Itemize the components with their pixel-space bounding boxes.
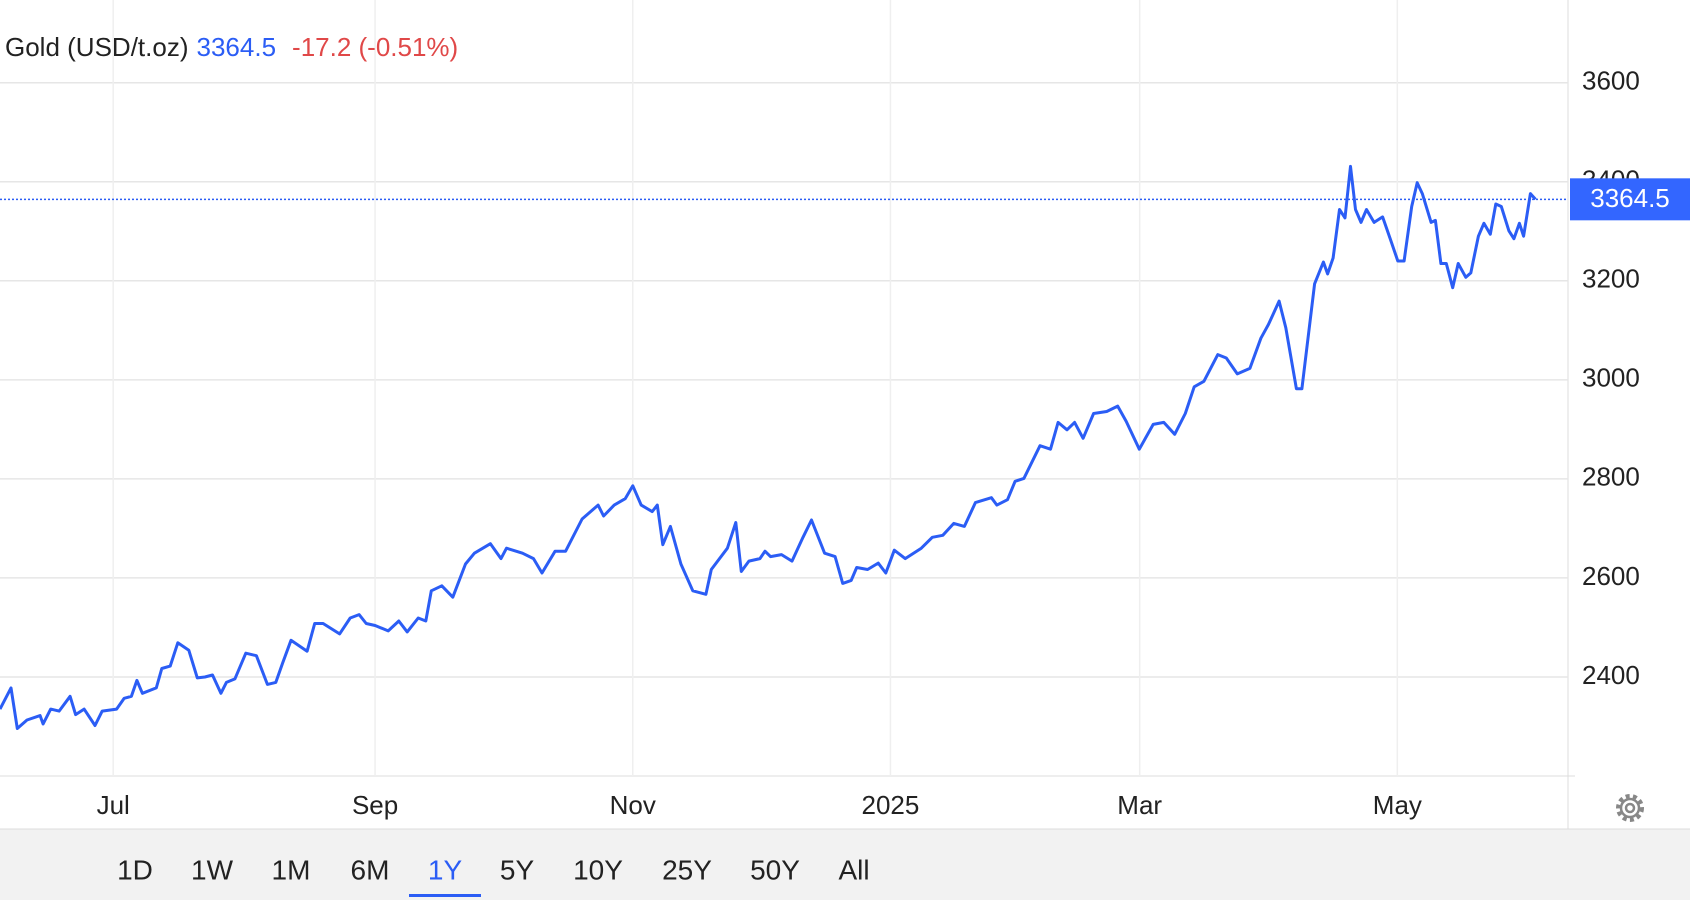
range-button[interactable]: 5Y	[500, 854, 535, 885]
plot	[0, 164, 1568, 730]
range-buttons: 1D 1W 1M 6M 1Y 5Y 10Y 25Y 50Y All	[117, 854, 870, 897]
x-tick-label: Jul	[97, 790, 130, 820]
chart-title: Gold (USD/t.oz)	[5, 32, 189, 62]
price-line	[0, 164, 1537, 730]
price-badge	[1570, 178, 1690, 221]
x-tick-label: 2025	[862, 790, 920, 820]
x-tick-label: May	[1373, 790, 1422, 820]
range-button[interactable]: 1D	[117, 854, 153, 885]
header-price: 3364.5	[197, 32, 277, 62]
range-button[interactable]: 6M	[351, 854, 390, 885]
range-bar	[0, 829, 1690, 900]
range-button[interactable]: 10Y	[573, 854, 623, 885]
grid	[0, 0, 1568, 776]
y-tick-label: 3000	[1582, 363, 1640, 393]
range-button[interactable]: 1Y	[428, 854, 463, 885]
labels: 2400260028003000320034003600JulSepNov202…	[97, 66, 1690, 820]
header-change: -17.2 (-0.51%)	[292, 32, 458, 62]
x-tick-label: Sep	[352, 790, 398, 820]
x-tick-label: Nov	[610, 790, 656, 820]
range-button[interactable]: 1W	[191, 854, 234, 885]
range-button[interactable]: 50Y	[750, 854, 800, 885]
y-tick-label: 2800	[1582, 462, 1640, 492]
range-button[interactable]: All	[838, 854, 869, 885]
y-tick-label: 3600	[1582, 66, 1640, 96]
x-tick-label: Mar	[1117, 790, 1162, 820]
price-badge-label: 3364.5	[1590, 183, 1670, 213]
y-tick-label: 2400	[1582, 660, 1640, 690]
y-tick-label: 3200	[1582, 264, 1640, 294]
y-tick-label: 2600	[1582, 561, 1640, 591]
range-button[interactable]: 25Y	[662, 854, 712, 885]
range-underline	[409, 894, 481, 897]
settings-button[interactable]	[1616, 794, 1644, 822]
range-button[interactable]: 1M	[272, 854, 311, 885]
header: Gold (USD/t.oz) 3364.5 -17.2 (-0.51%)	[5, 32, 458, 62]
